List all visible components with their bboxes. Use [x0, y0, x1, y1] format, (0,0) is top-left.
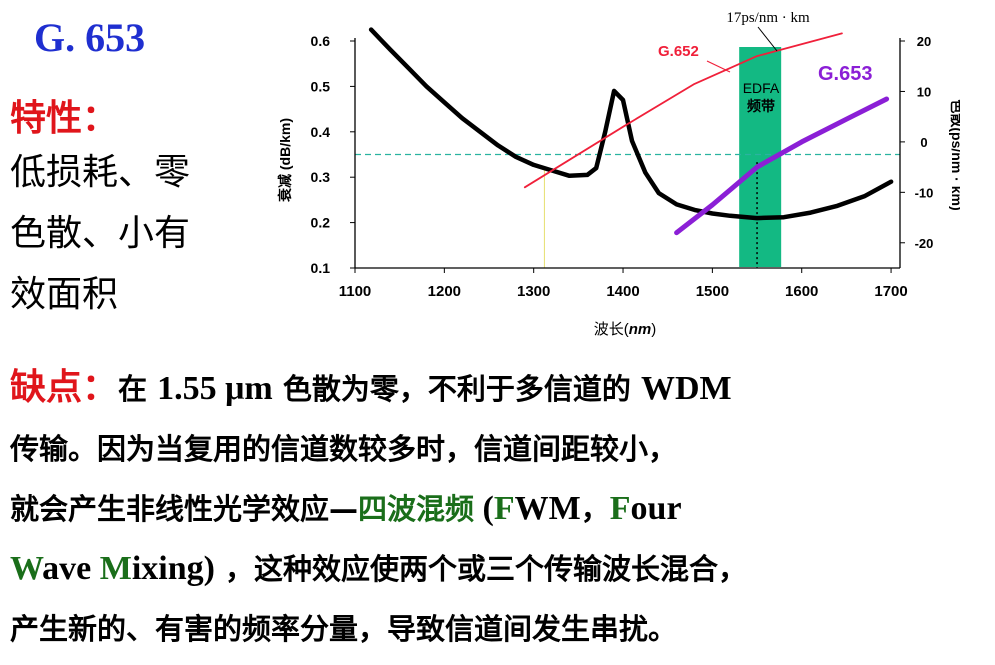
x-tick-label: 1400 — [606, 283, 639, 300]
drawback-paragraph: 缺点：在 1.55 μm 色散为零，不利于多信道的 WDM 传输。因为当复用的信… — [10, 358, 990, 659]
y-right-tick-label: 10 — [917, 84, 931, 99]
characteristics-heading: 特性： — [10, 98, 119, 139]
x-tick-label: 1200 — [428, 283, 461, 300]
drawback-text: 1.55 μm — [157, 370, 273, 407]
drawback-heading: 缺点： — [10, 367, 119, 408]
y-left-tick-label: 0.6 — [311, 33, 331, 49]
y-right-tick-label: -20 — [915, 236, 934, 251]
attenuation-curve — [368, 27, 894, 221]
drawback-text: ave — [42, 550, 100, 587]
drawback-text: ( — [474, 490, 494, 527]
y-left-tick-label: 0.3 — [311, 169, 331, 185]
edfa-label: 频带 — [747, 98, 775, 114]
drawback-text: WDM — [640, 370, 732, 407]
y-axis-right-label: 色散(ps/nm · km) — [949, 99, 960, 210]
y-right-tick-label: 20 — [917, 34, 931, 49]
characteristics-block: 特性： 低损耗、零 色散、小有 效面积 — [10, 96, 270, 325]
x-axis-label: 波长(nm) — [594, 321, 657, 338]
guide-layer — [355, 153, 900, 268]
y-left-tick-label: 0.2 — [311, 215, 331, 231]
page-title: G. 653 — [34, 15, 146, 60]
series-label-g652: G.652 — [658, 43, 699, 60]
fwm-letter: F — [493, 490, 515, 527]
g652-dispersion-line — [523, 32, 843, 189]
series-label-g653: G.653 — [818, 63, 872, 85]
drawback-text: 色散为零，不利于多信道的 — [272, 372, 641, 406]
g653-dispersion-line — [674, 96, 890, 236]
axis-layer: 1100 1200 1300 1400 1500 1600 1700 0.1 0.2 0.3 0.4… — [311, 33, 934, 300]
x-tick-label: 1500 — [696, 283, 729, 300]
y-right-tick-label: 0 — [920, 135, 927, 150]
y-right-tick-label: -10 — [915, 185, 934, 200]
fwm-letter: W — [10, 550, 43, 587]
fwm-term: 四波混频 — [358, 492, 475, 526]
drawback-text: ， — [580, 492, 610, 526]
x-tick-label: 1600 — [785, 283, 818, 300]
drawback-text: our — [630, 490, 682, 527]
edfa-label: EDFA — [743, 80, 780, 96]
x-tick-label: 1100 — [339, 283, 372, 300]
characteristic-line: 色散、小有 — [10, 213, 191, 254]
y-left-tick-label: 0.5 — [311, 78, 331, 94]
series-layer — [368, 26, 894, 236]
drawback-text: 在 — [118, 372, 158, 406]
drawback-text: WM — [514, 490, 581, 527]
drawback-text: 产生新的、有害的频率分量，导致信道间发生串扰。 — [10, 612, 678, 646]
x-tick-label: 1300 — [517, 283, 550, 300]
characteristic-line: 效面积 — [10, 274, 119, 315]
y-left-tick-label: 0.4 — [311, 124, 331, 140]
drawback-text: 传输。因为当复用的信道数较多时，信道间距较小， — [10, 432, 678, 466]
fwm-letter: F — [609, 490, 631, 527]
attenuation-dispersion-chart: 1100 1200 1300 1400 1500 1600 1700 0.1 0.2 0.3 0.4… — [277, 10, 960, 338]
annotation-17ps: 17ps/nm · km — [726, 10, 810, 26]
g652-pointer — [706, 60, 731, 73]
y-axis-left-label: 衰减 (dB/km) — [277, 118, 293, 203]
drawback-text: ixing) — [131, 550, 215, 587]
x-tick-label: 1700 — [874, 283, 907, 300]
fwm-letter: M — [99, 550, 132, 587]
annotation-pointer — [757, 26, 778, 52]
drawback-text: ，这种效应使两个或三个传输波长混合， — [214, 552, 748, 586]
characteristic-line: 低损耗、零 — [10, 152, 191, 193]
drawback-text: 就会产生非线性光学效应— — [10, 492, 359, 526]
y-left-tick-label: 0.1 — [311, 260, 331, 276]
